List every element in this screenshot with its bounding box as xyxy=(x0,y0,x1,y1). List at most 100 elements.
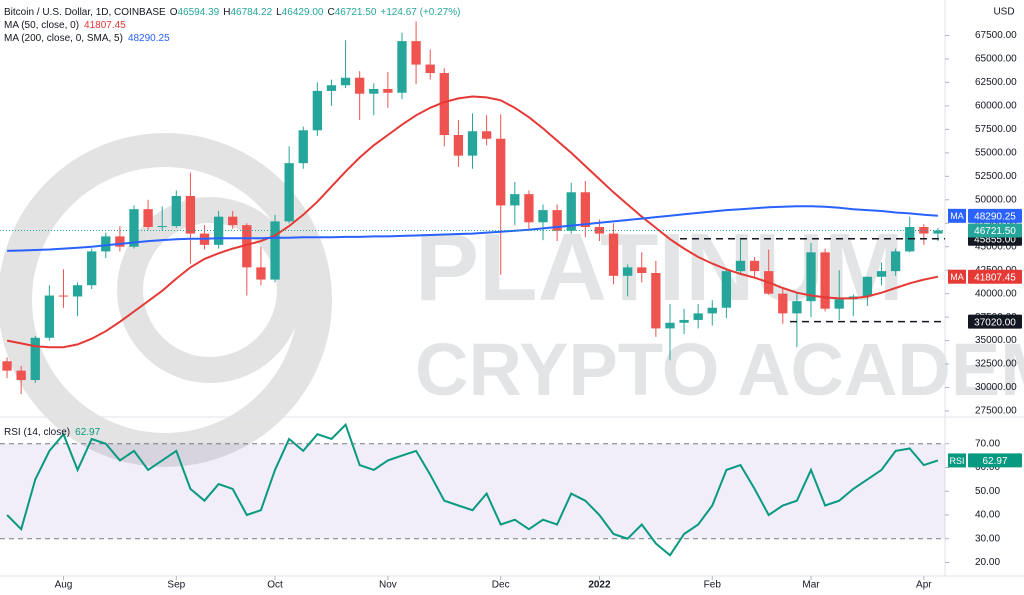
candle-body xyxy=(679,319,689,323)
legend-item: Bitcoin / U.S. Dollar, 1D, COINBASE xyxy=(4,7,166,18)
candle-body xyxy=(510,194,520,206)
price-tag-value: 45855.00 xyxy=(974,234,1016,245)
y-tick-label: 52500.00 xyxy=(975,171,1017,182)
candle-body xyxy=(481,131,492,139)
candle-body xyxy=(58,295,69,297)
y-tick-label: 20.00 xyxy=(975,557,1000,568)
candle-body xyxy=(157,226,167,228)
legend-item: L xyxy=(276,7,282,18)
y-tick-label: 57500.00 xyxy=(975,124,1017,135)
candle-body xyxy=(890,251,901,272)
candle-body xyxy=(876,271,887,277)
candle-body xyxy=(594,227,605,234)
x-tick-label: Aug xyxy=(55,580,73,591)
y-tick-label: 67500.00 xyxy=(975,30,1017,41)
candle-body xyxy=(115,236,125,247)
candle-body xyxy=(312,90,323,131)
candle-body xyxy=(651,273,661,329)
candle-body xyxy=(524,194,534,223)
y-tick-label: 62500.00 xyxy=(975,77,1017,88)
legend-item: 46784.22 xyxy=(230,7,272,18)
candle-body xyxy=(185,196,196,234)
candle-body xyxy=(44,295,55,338)
candle-body xyxy=(820,252,830,309)
candle-body xyxy=(326,85,337,91)
candle-body xyxy=(439,73,449,136)
y-tick-label: 65000.00 xyxy=(975,54,1017,65)
y-tick-label: 40000.00 xyxy=(975,288,1017,299)
price-tag-value: 37020.00 xyxy=(974,317,1016,328)
candle-body xyxy=(622,267,633,276)
x-tick-label: Oct xyxy=(267,580,283,591)
candle-body xyxy=(453,135,464,156)
x-tick-label: Mar xyxy=(802,580,820,591)
candle-body xyxy=(496,138,506,206)
x-tick-label: Sep xyxy=(167,580,185,591)
price-tag-value: 48290.25 xyxy=(974,211,1016,222)
candle-body xyxy=(101,236,111,252)
legend-title: Bitcoin / U.S. Dollar, 1D, COINBASE O4659… xyxy=(4,7,460,18)
candle-body xyxy=(721,271,732,308)
candle-body xyxy=(806,252,816,302)
y-tick-label: 60000.00 xyxy=(975,101,1017,112)
candle-body xyxy=(270,221,280,280)
legend-item: O xyxy=(170,7,178,18)
candle-body xyxy=(637,267,647,274)
y-tick-label: 35000.00 xyxy=(975,335,1017,346)
y-tick-label: 32500.00 xyxy=(975,359,1017,370)
legend-item: MA (200, close, 0, SMA, 5) xyxy=(4,33,123,44)
moving-average-line xyxy=(6,95,939,349)
candle-body xyxy=(467,131,478,156)
y-tick-label: 55000.00 xyxy=(975,147,1017,158)
candle-body xyxy=(608,233,619,276)
legend-item: 41807.45 xyxy=(84,20,126,31)
rsi-band xyxy=(0,443,945,539)
price-tag-label: MA xyxy=(950,211,964,221)
candle-body xyxy=(580,192,590,228)
legend-item: 46721.50 xyxy=(335,7,377,18)
legend-entry: MA (50, close, 0) 41807.45 xyxy=(4,20,126,31)
candle-body xyxy=(213,216,224,245)
price-tag xyxy=(968,223,1022,238)
candle-body xyxy=(411,41,421,65)
price-tag xyxy=(968,208,1022,223)
candle-body xyxy=(143,209,153,228)
y-tick-label: 27500.00 xyxy=(975,406,1017,417)
price-tag xyxy=(968,314,1022,329)
price-tag xyxy=(968,269,1022,284)
legend-item: C xyxy=(327,7,334,18)
candle-body xyxy=(2,361,12,371)
price-tag-label-box xyxy=(948,453,966,468)
y-tick-label: 40.00 xyxy=(975,510,1000,521)
candle-body xyxy=(862,276,873,297)
y-tick-label: 47500.00 xyxy=(975,218,1017,229)
candle-body xyxy=(355,77,365,94)
y-tick-label: 50000.00 xyxy=(975,194,1017,205)
price-tag xyxy=(968,453,1022,468)
candle-body xyxy=(284,163,294,222)
candle-body xyxy=(242,225,252,268)
candle-body xyxy=(129,209,139,247)
x-tick-label: Apr xyxy=(916,580,932,591)
currency: USD xyxy=(993,7,1014,18)
candle-body xyxy=(425,64,435,74)
legend-item: RSI (14, close) xyxy=(4,427,70,438)
legend-item: 46429.00 xyxy=(282,7,324,18)
candle-body xyxy=(340,77,351,86)
candle-body xyxy=(749,260,760,272)
candle-body xyxy=(735,260,746,272)
price-tag-label-box xyxy=(948,208,966,223)
price-tag-label-box xyxy=(948,269,966,284)
x-tick-label: Nov xyxy=(379,580,397,591)
moving-average-line xyxy=(7,205,938,252)
candle-body xyxy=(171,196,181,227)
candle-body xyxy=(87,251,97,286)
candle-body xyxy=(566,192,576,231)
y-tick-label: 60.00 xyxy=(975,462,1000,473)
candle-body xyxy=(16,370,26,381)
x-tick-label: 2022 xyxy=(588,580,611,591)
candle-body xyxy=(933,230,943,234)
legend-item: H xyxy=(223,7,230,18)
legend-entry: MA (200, close, 0, SMA, 5) 48290.25 xyxy=(4,33,170,44)
